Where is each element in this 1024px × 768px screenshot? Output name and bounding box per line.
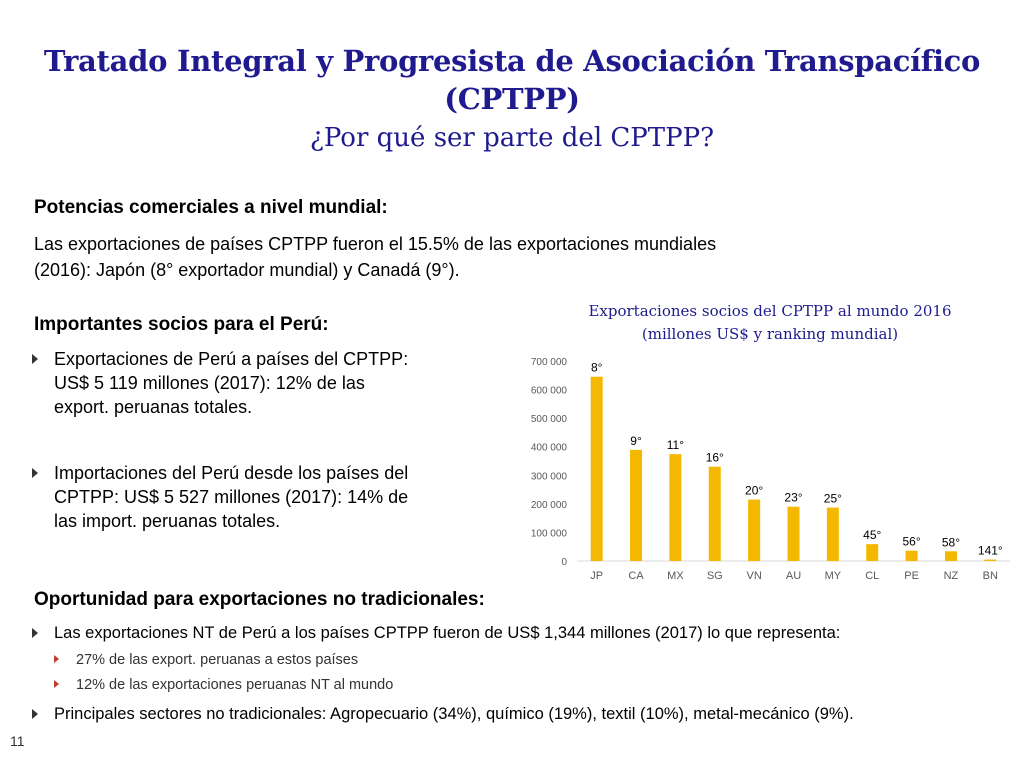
page-number: 11 xyxy=(10,733,25,749)
sub-bullet-arrow-icon xyxy=(54,680,59,688)
y-tick-label: 400 000 xyxy=(531,443,568,454)
chart-title: Exportaciones socios del CPTPP al mundo … xyxy=(560,300,980,346)
chart-title-line2: (millones US$ y ranking mundial) xyxy=(641,325,899,343)
bullet-text: Las exportaciones NT de Perú a los paíse… xyxy=(54,624,841,642)
bar-ca xyxy=(630,449,643,561)
data-label-mx: 11° xyxy=(667,438,684,452)
x-tick-label: BN xyxy=(983,570,998,582)
x-tick-label: MX xyxy=(667,570,684,582)
bar-sg xyxy=(708,466,721,561)
bar-cl xyxy=(866,544,879,561)
bullet-text: Principales sectores no tradicionales: A… xyxy=(54,705,854,723)
y-tick-label: 100 000 xyxy=(531,528,568,539)
y-tick-label: 300 000 xyxy=(531,471,568,482)
bullet-line: US$ 5 119 millones (2017): 12% de las xyxy=(54,373,365,393)
bullet-arrow-icon xyxy=(32,354,38,364)
bar-au xyxy=(787,506,800,561)
section2-bullet-exports: Exportaciones de Perú a países del CPTPP… xyxy=(32,347,524,419)
data-label-cl: 45° xyxy=(863,528,881,542)
x-tick-label: CA xyxy=(628,570,644,582)
bar-pe xyxy=(905,550,918,561)
bullet-arrow-icon xyxy=(32,709,38,719)
section1-text-line2: (2016): Japón (8° exportador mundial) y … xyxy=(34,260,460,280)
data-label-sg: 16° xyxy=(706,451,724,465)
slide-title-line1: Tratado Integral y Progresista de Asocia… xyxy=(43,44,981,78)
y-tick-label: 700 000 xyxy=(531,357,568,368)
data-label-au: 23° xyxy=(784,491,802,505)
bullet-line: export. peruanas totales. xyxy=(54,397,253,417)
section2-bullet-imports: Importaciones del Perú desde los países … xyxy=(32,461,524,533)
section3-sub-bullet-1: 27% de las export. peruanas a estos país… xyxy=(54,650,358,670)
sub-bullet-text: 12% de las exportaciones peruanas NT al … xyxy=(76,677,394,693)
section3-sub-bullet-2: 12% de las exportaciones peruanas NT al … xyxy=(54,675,393,695)
data-label-jp: 8° xyxy=(591,361,603,375)
bullet-arrow-icon xyxy=(32,628,38,638)
x-tick-label: VN xyxy=(746,570,761,582)
data-label-pe: 56° xyxy=(903,535,921,549)
bullet-line: Importaciones del Perú desde los países … xyxy=(54,463,409,483)
section2-heading: Importantes socios para el Perú: xyxy=(34,314,329,335)
data-label-ca: 9° xyxy=(630,434,642,448)
x-tick-label: NZ xyxy=(944,570,959,582)
slide-subtitle: ¿Por qué ser parte del CPTPP? xyxy=(309,123,715,153)
section1-text-line1: Las exportaciones de países CPTPP fueron… xyxy=(34,234,717,254)
chart-title-line1: Exportaciones socios del CPTPP al mundo … xyxy=(588,302,952,320)
section3-heading: Oportunidad para exportaciones no tradic… xyxy=(34,589,485,610)
y-tick-label: 0 xyxy=(561,557,567,568)
x-tick-label: JP xyxy=(590,570,603,582)
sub-bullet-text: 27% de las export. peruanas a estos país… xyxy=(76,652,359,668)
title-block: Tratado Integral y Progresista de Asocia… xyxy=(0,42,1024,158)
bullet-line: las import. peruanas totales. xyxy=(54,511,281,531)
sub-bullet-arrow-icon xyxy=(54,655,59,663)
x-tick-label: SG xyxy=(707,570,723,582)
y-tick-label: 500 000 xyxy=(531,414,568,425)
bar-jp xyxy=(590,376,603,561)
bar-chart: 0 100 000 200 000 300 000 400 000 500 000 600 … xyxy=(531,357,1010,582)
slide-title-line2: (CPTPP) xyxy=(444,82,580,116)
section3-bullet-nt-exports: Las exportaciones NT de Perú a los paíse… xyxy=(32,622,1024,644)
y-tick-label: 600 000 xyxy=(531,386,568,397)
section3-bullet-sectors: Principales sectores no tradicionales: A… xyxy=(32,703,1024,725)
data-label-my: 25° xyxy=(824,492,842,506)
y-tick-label: 200 000 xyxy=(531,500,568,511)
bar-mx xyxy=(669,454,682,561)
x-tick-label: CL xyxy=(865,570,879,582)
bar-bn xyxy=(984,559,997,561)
bar-nz xyxy=(944,551,957,561)
x-tick-label: MY xyxy=(825,570,842,582)
data-label-nz: 58° xyxy=(942,535,960,549)
x-tick-label: PE xyxy=(904,570,919,582)
bullet-line: CPTPP: US$ 5 527 millones (2017): 14% de xyxy=(54,487,409,507)
bar-my xyxy=(826,507,839,561)
data-label-bn: 141° xyxy=(978,544,1003,558)
bullet-line: Exportaciones de Perú a países del CPTPP… xyxy=(54,349,409,369)
data-label-vn: 20° xyxy=(745,484,763,498)
x-tick-label: AU xyxy=(786,570,801,582)
bullet-arrow-icon xyxy=(32,468,38,478)
bar-vn xyxy=(748,499,761,561)
section1-heading: Potencias comerciales a nivel mundial: xyxy=(34,197,388,218)
